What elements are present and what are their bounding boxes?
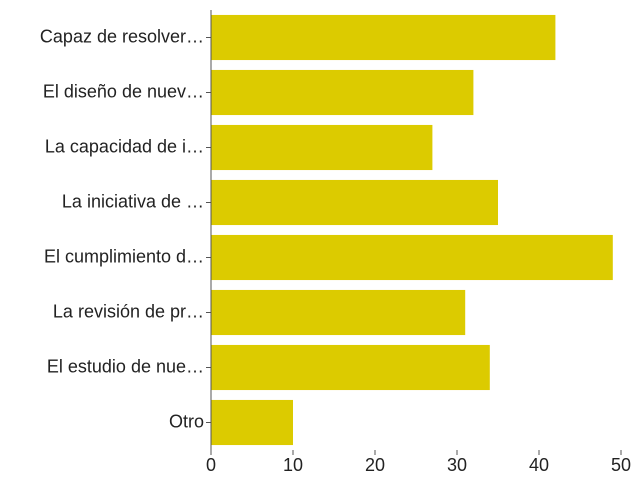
x-tick-label: 40 [529, 455, 549, 475]
bar [211, 289, 466, 336]
bar [211, 234, 613, 281]
x-tick-label: 20 [365, 455, 385, 475]
bar [211, 14, 556, 61]
x-tick-label: 30 [447, 455, 467, 475]
x-tick-label: 10 [283, 455, 303, 475]
y-tick-label: La revisión de pr… [53, 301, 204, 321]
y-tick-label: Otro [169, 411, 204, 431]
bar [211, 179, 498, 226]
bar [211, 399, 293, 446]
bar [211, 69, 474, 116]
y-tick-label: El cumplimiento d… [44, 246, 204, 266]
bar [211, 124, 433, 171]
y-tick-label: Capaz de resolver… [40, 26, 204, 46]
x-tick-label: 0 [206, 455, 216, 475]
y-tick-label: La iniciativa de … [62, 191, 204, 211]
y-tick-label: El estudio de nue… [47, 356, 204, 376]
y-tick-label: El diseño de nuev… [43, 81, 204, 101]
y-tick-label: La capacidad de i… [45, 136, 204, 156]
bar [211, 344, 490, 391]
x-tick-label: 50 [611, 455, 631, 475]
